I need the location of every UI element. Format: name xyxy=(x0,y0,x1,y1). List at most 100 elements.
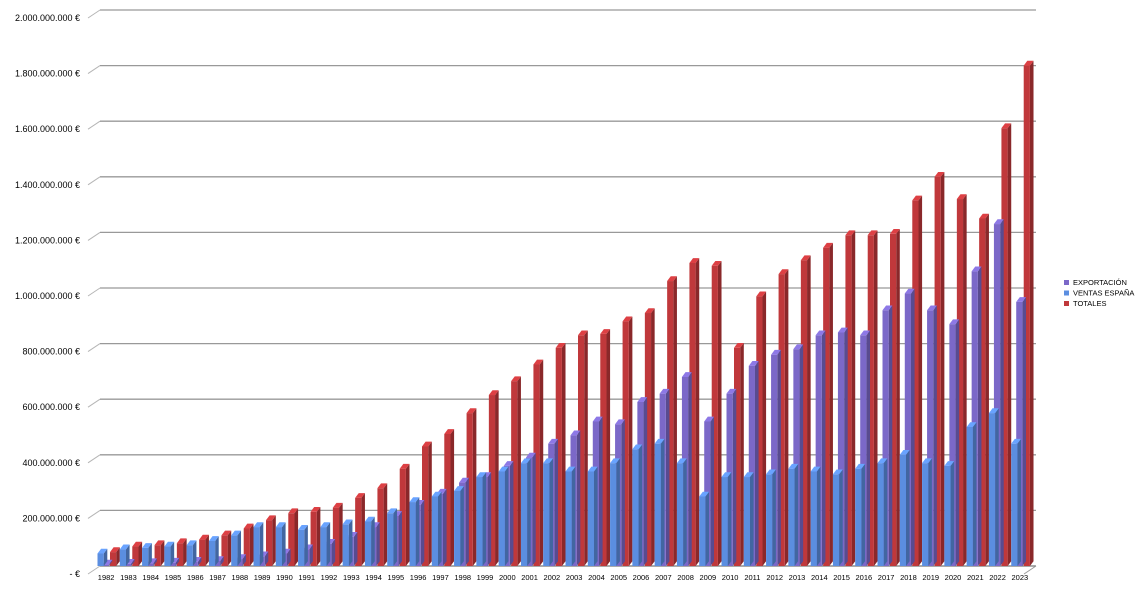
bar-ventas-espana xyxy=(855,463,866,566)
y-tick-label: 400.000.000 € xyxy=(22,458,80,468)
y-tick-label: - € xyxy=(69,569,80,579)
bar-exportacion xyxy=(1016,297,1027,566)
x-tick-label: 1995 xyxy=(388,573,405,582)
bar-ventas-espana-top xyxy=(766,469,776,475)
bar-ventas-espana xyxy=(431,491,442,566)
bar-totales-top xyxy=(422,441,432,447)
bar-totales-top xyxy=(288,508,299,514)
bar-ventas-espana xyxy=(766,469,776,566)
bar-totales xyxy=(243,523,254,566)
x-tick-label: 2011 xyxy=(744,573,760,582)
bar-ventas-espana-top xyxy=(676,458,687,464)
bar-exportacion-front xyxy=(102,564,109,566)
bar-ventas-espana xyxy=(944,461,955,566)
bar-totales-side xyxy=(561,342,566,566)
bar-ventas-espana-top xyxy=(164,541,175,547)
bar-ventas-espana-side xyxy=(549,458,554,566)
x-tick-label: 2001 xyxy=(521,573,538,582)
bar-totales-side xyxy=(227,530,232,566)
bar-ventas-espana xyxy=(632,444,643,566)
bar-ventas-espana-top xyxy=(788,463,799,469)
bar-ventas-espana-top xyxy=(654,438,665,444)
bar-ventas-espana xyxy=(654,438,665,566)
gridline-diagonal xyxy=(87,231,101,241)
bar-ventas-espana xyxy=(298,525,308,566)
bar-exportacion-side xyxy=(220,556,224,566)
bar-totales-top xyxy=(778,269,789,275)
bar-ventas-espana xyxy=(543,458,554,566)
x-tick-label: 1994 xyxy=(365,573,382,582)
bar-exportacion-front xyxy=(904,293,911,566)
bar-ventas-espana-side xyxy=(415,497,420,566)
bar-exportacion-side xyxy=(108,559,113,566)
bar-exportacion-top xyxy=(904,288,915,294)
bar-totales-side xyxy=(272,515,276,566)
bar-totales-front xyxy=(399,468,406,566)
bar-exportacion-side xyxy=(910,288,915,566)
bar-exportacion-side xyxy=(643,397,648,566)
bar-totales xyxy=(644,308,655,566)
bar-exportacion xyxy=(837,327,848,566)
bar-exportacion-side xyxy=(264,551,269,566)
bar-ventas-espana-side xyxy=(794,463,799,566)
bar-totales-top xyxy=(154,540,165,546)
bar-exportacion-top xyxy=(837,327,848,333)
bar-ventas-espana-front xyxy=(97,553,104,566)
x-tick-label: 2015 xyxy=(833,573,850,582)
y-tick-label: 200.000.000 € xyxy=(22,513,80,523)
x-tick-label: 2020 xyxy=(945,573,962,582)
bar-totales xyxy=(466,408,477,566)
bar-exportacion-side xyxy=(331,538,336,566)
bar-totales-front xyxy=(800,260,808,566)
bar-totales xyxy=(266,515,276,566)
bar-ventas-espana-side xyxy=(749,472,754,566)
bars xyxy=(97,60,1034,567)
bar-exportacion-side xyxy=(933,305,937,566)
bar-exportacion-side xyxy=(442,488,447,566)
bar-totales-side xyxy=(873,230,878,566)
bar-totales xyxy=(890,228,900,567)
legend-label: EXPORTACIÓN xyxy=(1073,278,1127,287)
bar-exportacion-top xyxy=(882,305,893,311)
bar-ventas-espana-front xyxy=(409,502,416,566)
bar-exportacion-side xyxy=(688,372,692,566)
bar-ventas-espana-top xyxy=(810,466,821,472)
bar-ventas-espana-front xyxy=(966,427,973,566)
bar-totales-top xyxy=(578,330,588,336)
bar-totales xyxy=(288,508,299,566)
bar-totales-front xyxy=(555,347,562,566)
bar-ventas-espana xyxy=(119,544,130,566)
bar-ventas-espana-side xyxy=(125,544,130,566)
bar-totales-side xyxy=(851,230,856,566)
bar-totales-top xyxy=(377,483,388,489)
bar-ventas-espana-front xyxy=(654,443,661,566)
bar-exportacion-side xyxy=(420,500,425,566)
bar-totales-top xyxy=(243,523,254,529)
bar-ventas-espana xyxy=(810,466,821,566)
bar-totales-top xyxy=(199,534,209,540)
gridline-diagonal xyxy=(87,9,101,19)
bar-ventas-espana xyxy=(922,458,932,566)
bar-totales-top xyxy=(176,538,187,544)
bar-exportacion-top xyxy=(971,266,982,272)
bar-totales-side xyxy=(651,308,655,566)
bar-ventas-espana-front xyxy=(253,527,260,566)
bar-totales-top xyxy=(912,195,923,201)
x-tick-label: 2002 xyxy=(544,573,561,582)
bar-exportacion-side xyxy=(866,330,871,566)
bar-ventas-espana-front xyxy=(543,463,550,566)
y-axis-ticks: - € 200.000.000 € 400.000.000 € 600.000.000… xyxy=(15,13,80,579)
bar-exportacion-top xyxy=(503,461,514,466)
bar-ventas-espana-side xyxy=(259,522,264,566)
y-tick-label: 600.000.000 € xyxy=(22,402,80,412)
bar-totales-top xyxy=(332,502,343,508)
bar-exportacion-front xyxy=(191,561,198,566)
x-tick-label: 2008 xyxy=(677,573,694,582)
y-tick-label: 1.600.000.000 € xyxy=(15,124,80,134)
bar-ventas-espana xyxy=(342,519,353,566)
bar-ventas-espana-side xyxy=(772,469,776,566)
y-tick-label: 1.200.000.000 € xyxy=(15,235,80,245)
bar-exportacion-front xyxy=(169,562,176,566)
bar-ventas-espana-top xyxy=(610,458,620,464)
